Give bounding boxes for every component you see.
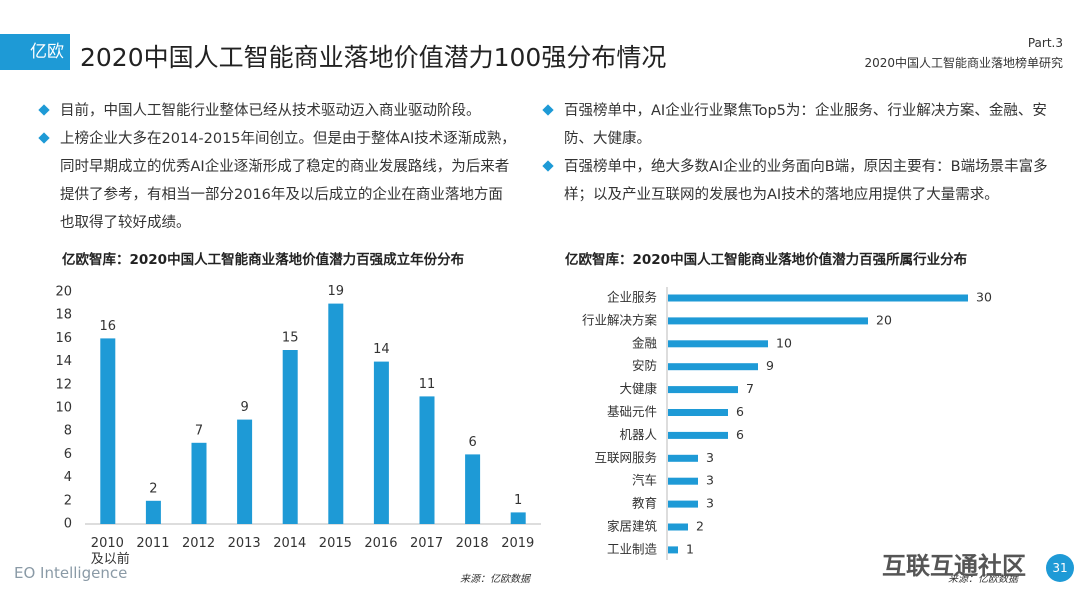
x-tick-label: 2011 (136, 536, 170, 551)
value-label: 16 (100, 319, 117, 334)
y-tick-label: 4 (64, 470, 72, 485)
bar (668, 431, 728, 439)
value-label: 9 (766, 358, 774, 373)
bar (328, 303, 344, 524)
value-label: 6 (468, 435, 476, 450)
value-label: 3 (706, 496, 714, 511)
y-tick-label: 教育 (632, 496, 657, 511)
bullet-list: 目前，中国人工智能行业整体已经从技术驱动迈入商业驱动阶段。 上榜企业大多在2014… (36, 97, 516, 237)
bar (668, 477, 698, 485)
bullet-item: 上榜企业大多在2014-2015年间创立。但是由于整体AI技术逐渐成熟，同时早期… (36, 125, 516, 237)
brand: EO Intelligence (14, 564, 128, 582)
slide-title: 2020中国人工智能商业落地价值潜力100强分布情况 (80, 43, 667, 72)
bar (668, 454, 698, 462)
value-label: 20 (876, 312, 892, 327)
y-tick-label: 行业解决方案 (582, 312, 658, 327)
x-tick-label: 2014 (273, 536, 307, 551)
y-tick-label: 安防 (632, 358, 657, 373)
bullet-item: 百强榜单中，AI企业行业聚焦Top5为：企业服务、行业解决方案、金融、安防、大健… (540, 97, 1052, 153)
bar (282, 350, 298, 524)
bar (373, 361, 389, 524)
bar (100, 338, 116, 524)
bar (419, 396, 435, 524)
y-tick-label: 20 (55, 285, 72, 300)
value-label: 19 (328, 284, 345, 299)
y-tick-label: 0 (64, 517, 72, 532)
bar (668, 317, 868, 325)
bar (191, 442, 207, 524)
bullet-list: 百强榜单中，AI企业行业聚焦Top5为：企业服务、行业解决方案、金融、安防、大健… (540, 97, 1052, 209)
x-tick-label: 2012 (182, 536, 216, 551)
bar (668, 294, 968, 302)
logo: 亿欧 (0, 34, 70, 70)
y-tick-label: 企业服务 (607, 290, 657, 305)
watermark: 互联互通社区 (882, 552, 1026, 580)
y-tick-label: 14 (55, 354, 72, 369)
x-tick-label: 2016 (364, 536, 398, 551)
y-tick-label: 汽车 (632, 473, 657, 488)
bar (668, 340, 768, 348)
value-label: 6 (736, 404, 744, 419)
value-label: 30 (976, 290, 992, 305)
y-tick-label: 8 (64, 424, 72, 439)
value-label: 11 (419, 377, 436, 392)
y-tick-label: 家居建筑 (607, 519, 658, 534)
source-note: 来源：亿欧数据 (460, 574, 530, 585)
bar (668, 523, 688, 531)
bar (465, 454, 481, 524)
bar (668, 409, 728, 416)
chart-title: 亿欧智库：2020中国人工智能商业落地价值潜力百强所属行业分布 (565, 252, 968, 268)
bar (510, 512, 526, 524)
value-label: 7 (195, 423, 203, 438)
x-tick-label: 2010 及以前 (90, 536, 130, 567)
bar (668, 363, 758, 371)
y-tick-label: 12 (55, 377, 72, 392)
source-note: 来源：亿欧数据 (948, 574, 1018, 585)
value-label: 2 (149, 481, 157, 496)
chart-title: 亿欧智库：2020中国人工智能商业落地价值潜力百强成立年份分布 (62, 252, 465, 268)
value-label: 1 (686, 541, 694, 556)
y-tick-label: 大健康 (619, 381, 657, 396)
y-tick-label: 基础元件 (607, 404, 657, 419)
y-tick-label: 10 (55, 401, 72, 416)
part-label: Part.3 (1027, 36, 1063, 50)
bar (668, 500, 698, 508)
y-tick-label: 机器人 (619, 427, 657, 442)
bar (668, 546, 678, 554)
y-tick-label: 工业制造 (607, 541, 658, 556)
bar (145, 500, 161, 524)
bar (668, 386, 738, 394)
value-label: 2 (696, 519, 704, 534)
value-label: 6 (736, 427, 744, 442)
y-tick-label: 2 (64, 493, 72, 508)
y-tick-label: 6 (64, 447, 72, 462)
page-number: 31 (1046, 554, 1074, 582)
value-label: 10 (776, 335, 792, 350)
y-tick-label: 16 (55, 331, 72, 346)
section-label: 2020中国人工智能商业落地榜单研究 (864, 56, 1063, 70)
y-tick-label: 互联网服务 (594, 450, 657, 465)
x-tick-label: 2018 (455, 536, 489, 551)
x-tick-label: 2013 (227, 536, 261, 551)
value-label: 3 (706, 450, 714, 465)
bullet-item: 目前，中国人工智能行业整体已经从技术驱动迈入商业驱动阶段。 (36, 97, 516, 125)
value-label: 3 (706, 473, 714, 488)
bar (237, 419, 253, 524)
value-label: 7 (746, 381, 754, 396)
value-label: 14 (373, 342, 390, 357)
x-tick-label: 2015 (318, 536, 352, 551)
value-label: 1 (514, 493, 522, 508)
y-tick-label: 金融 (632, 335, 658, 350)
bullet-item: 百强榜单中，绝大多数AI企业的业务面向B端，原因主要有：B端场景丰富多样；以及产… (540, 153, 1052, 209)
x-tick-label: 2017 (410, 536, 444, 551)
x-tick-label: 2019 (501, 536, 535, 551)
value-label: 9 (240, 400, 248, 415)
y-tick-label: 18 (55, 308, 72, 323)
value-label: 15 (282, 331, 299, 346)
